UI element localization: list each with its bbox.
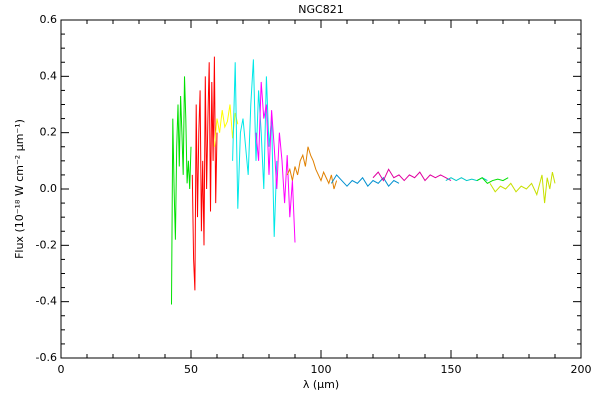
- y-tick-label: 0.4: [40, 69, 58, 82]
- spectrum-line: [255, 81, 296, 243]
- y-tick-label: -0.6: [36, 351, 57, 364]
- y-tick-label: 0.0: [40, 182, 58, 195]
- y-tick-label: 0.6: [40, 13, 58, 26]
- x-tick-label: 50: [184, 363, 198, 376]
- spectrum-line: [476, 177, 509, 184]
- y-tick-label: -0.4: [36, 295, 57, 308]
- y-tick-label: 0.2: [40, 126, 58, 139]
- spectrum-line: [286, 146, 338, 190]
- y-axis-label: Flux (10⁻¹⁸ W cm⁻² μm⁻¹): [13, 119, 26, 259]
- x-tick-label: 150: [441, 363, 462, 376]
- plot-frame: [60, 19, 582, 359]
- spectrum-line: [372, 168, 452, 182]
- chart-title: NGC821: [298, 3, 343, 16]
- spectrum-line: [330, 174, 400, 188]
- spectrum-line: [489, 171, 556, 204]
- x-tick-label: 100: [311, 363, 332, 376]
- spectrum-line: [171, 76, 192, 305]
- x-tick-label: 0: [58, 363, 65, 376]
- x-tick-label: 200: [571, 363, 592, 376]
- spectrum-line: [232, 59, 278, 237]
- y-tick-label: -0.2: [36, 238, 57, 251]
- spectrum-line: [191, 56, 218, 291]
- x-axis-label: λ (μm): [303, 378, 339, 391]
